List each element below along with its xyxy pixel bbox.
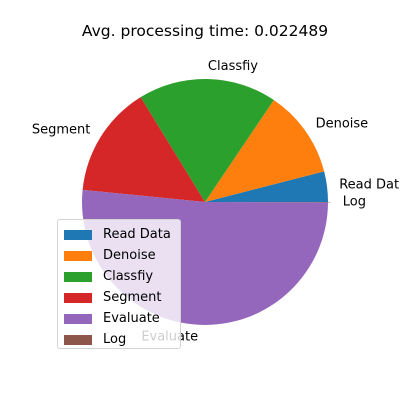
slice-label-classfiy: Classfiy [208,59,258,74]
legend-item-log: Log [64,329,180,350]
chart-legend: Read Data Denoise Classfiy Segment Evaluate L… [57,219,181,349]
pie-slice-denoise [205,100,325,202]
legend-label: Classfiy [103,269,154,284]
legend-swatch [64,271,92,282]
legend-item-read-data: Read Data [64,224,180,245]
slice-label-log: Log [343,195,366,210]
chart-title: Avg. processing time: 0.022489 [81,22,329,40]
legend-swatch [64,292,92,303]
legend-swatch [64,250,92,261]
slice-label-read-data: Read Data [339,178,400,193]
legend-swatch [64,313,92,324]
legend-label: Segment [103,290,162,305]
legend-item-evaluate: Evaluate [64,308,180,329]
legend-item-segment: Segment [64,287,180,308]
slice-label-denoise: Denoise [316,117,369,132]
pie-slice-segment [82,97,205,202]
legend-swatch [64,334,92,345]
legend-item-denoise: Denoise [64,245,180,266]
pie-slice-classfiy [140,79,274,202]
legend-label: Log [103,332,127,347]
legend-label: Read Data [103,227,171,242]
slice-label-segment: Segment [32,123,91,138]
legend-swatch [64,229,92,240]
pie-slice-read-data [205,171,328,202]
legend-label: Evaluate [103,311,160,326]
legend-label: Denoise [103,248,156,263]
legend-item-classfiy: Classfiy [64,266,180,287]
